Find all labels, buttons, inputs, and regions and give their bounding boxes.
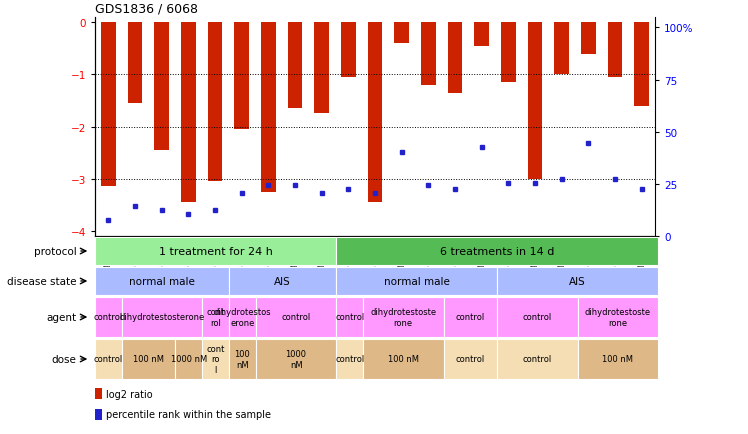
Text: dihydrotestoste
rone: dihydrotestoste rone — [370, 308, 436, 327]
Bar — [208, 23, 222, 182]
Text: AIS: AIS — [275, 276, 291, 286]
Text: control: control — [523, 313, 552, 322]
Bar — [122, 297, 202, 337]
Text: 6 treatments in 14 d: 6 treatments in 14 d — [440, 247, 554, 256]
Bar — [577, 339, 658, 379]
Text: cont
ro
l: cont ro l — [206, 344, 225, 374]
Bar — [497, 297, 577, 337]
Text: control: control — [94, 313, 123, 322]
Bar — [202, 339, 229, 379]
Text: control: control — [456, 355, 485, 364]
Bar — [337, 267, 497, 296]
Bar — [368, 23, 382, 203]
Bar — [337, 237, 658, 266]
Text: 100 nM: 100 nM — [602, 355, 634, 364]
Text: control: control — [281, 313, 310, 322]
Bar — [95, 297, 122, 337]
Text: control: control — [335, 313, 364, 322]
Text: cont
rol: cont rol — [206, 308, 225, 327]
Bar — [337, 297, 363, 337]
Bar — [234, 23, 249, 130]
Bar — [337, 339, 363, 379]
Bar — [634, 23, 649, 106]
Text: AIS: AIS — [569, 276, 586, 286]
Bar — [229, 267, 337, 296]
Text: 1000 nM: 1000 nM — [171, 355, 207, 364]
Bar — [527, 23, 542, 179]
Text: dihydrotestosterone: dihydrotestosterone — [120, 313, 205, 322]
Text: 1 treatment for 24 h: 1 treatment for 24 h — [159, 247, 272, 256]
Text: dihydrotestoste
rone: dihydrotestoste rone — [585, 308, 651, 327]
Bar — [314, 23, 329, 114]
Text: 100 nM: 100 nM — [387, 355, 419, 364]
Bar — [497, 267, 658, 296]
Bar — [101, 23, 116, 187]
Bar — [501, 23, 515, 83]
Bar — [581, 23, 595, 54]
Text: normal male: normal male — [384, 276, 450, 286]
Bar — [95, 339, 122, 379]
Bar — [95, 409, 102, 420]
Bar — [95, 267, 229, 296]
Bar — [154, 23, 169, 151]
Text: GDS1836 / 6068: GDS1836 / 6068 — [95, 3, 198, 16]
Text: 1000
nM: 1000 nM — [286, 349, 307, 369]
Text: dihydrotestos
erone: dihydrotestos erone — [214, 308, 272, 327]
Bar — [122, 339, 176, 379]
Bar — [474, 23, 489, 46]
Text: 100
nM: 100 nM — [235, 349, 251, 369]
Text: log2 ratio: log2 ratio — [106, 389, 153, 399]
Bar — [554, 23, 569, 75]
Bar — [229, 297, 256, 337]
Text: normal male: normal male — [129, 276, 195, 286]
Bar — [229, 339, 256, 379]
Text: control: control — [456, 313, 485, 322]
Text: agent: agent — [46, 312, 76, 322]
Text: 100 nM: 100 nM — [133, 355, 164, 364]
Text: control: control — [94, 355, 123, 364]
Bar — [363, 297, 444, 337]
Bar — [363, 339, 444, 379]
Text: disease state: disease state — [7, 276, 76, 286]
Bar — [577, 297, 658, 337]
Bar — [181, 23, 196, 203]
Text: control: control — [523, 355, 552, 364]
Bar — [444, 297, 497, 337]
Bar — [288, 23, 302, 109]
Bar — [95, 388, 102, 399]
Bar — [447, 23, 462, 93]
Bar — [607, 23, 622, 78]
Bar — [261, 23, 276, 192]
Bar — [341, 23, 355, 78]
Bar — [128, 23, 142, 104]
Bar — [256, 339, 337, 379]
Text: control: control — [335, 355, 364, 364]
Text: dose: dose — [52, 354, 76, 364]
Bar — [176, 339, 202, 379]
Bar — [394, 23, 409, 44]
Bar — [95, 237, 337, 266]
Bar — [202, 297, 229, 337]
Text: protocol: protocol — [34, 247, 76, 256]
Bar — [256, 297, 337, 337]
Bar — [444, 339, 497, 379]
Bar — [421, 23, 435, 85]
Text: percentile rank within the sample: percentile rank within the sample — [106, 409, 272, 419]
Bar — [497, 339, 577, 379]
